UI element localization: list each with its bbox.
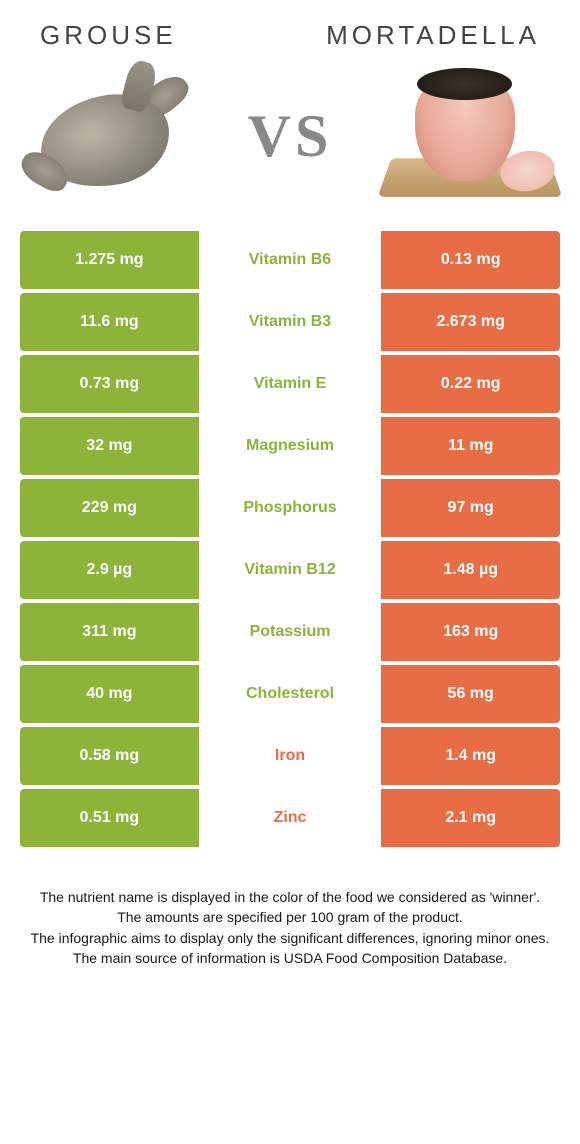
nutrient-name-cell: Potassium [201,603,380,661]
footer-line: The amounts are specified per 100 gram o… [20,907,560,927]
nutrient-name-cell: Magnesium [201,417,380,475]
nutrient-name-cell: Zinc [201,789,380,847]
comparison-table: 1.275 mgVitamin B60.13 mg11.6 mgVitamin … [20,231,560,847]
table-row: 229 mgPhosphorus97 mg [20,479,560,537]
vs-row: VS [0,61,580,231]
table-row: 311 mgPotassium163 mg [20,603,560,661]
left-value-cell: 229 mg [20,479,199,537]
grouse-image [20,66,200,206]
left-value-cell: 0.73 mg [20,355,199,413]
vs-label: VS [248,102,333,171]
table-row: 40 mgCholesterol56 mg [20,665,560,723]
left-value-cell: 2.9 µg [20,541,199,599]
left-value-cell: 40 mg [20,665,199,723]
nutrient-name-cell: Vitamin B12 [201,541,380,599]
footer-line: The main source of information is USDA F… [20,948,560,968]
nutrient-name-cell: Vitamin B6 [201,231,380,289]
right-value-cell: 0.22 mg [381,355,560,413]
right-value-cell: 2.673 mg [381,293,560,351]
footer-line: The nutrient name is displayed in the co… [20,887,560,907]
left-value-cell: 0.58 mg [20,727,199,785]
table-row: 2.9 µgVitamin B121.48 µg [20,541,560,599]
left-value-cell: 1.275 mg [20,231,199,289]
table-row: 32 mgMagnesium11 mg [20,417,560,475]
right-value-cell: 0.13 mg [381,231,560,289]
right-value-cell: 56 mg [381,665,560,723]
right-value-cell: 2.1 mg [381,789,560,847]
nutrient-name-cell: Phosphorus [201,479,380,537]
mortadella-image [380,66,560,206]
nutrient-name-cell: Iron [201,727,380,785]
nutrient-name-cell: Vitamin B3 [201,293,380,351]
right-value-cell: 1.48 µg [381,541,560,599]
right-value-cell: 163 mg [381,603,560,661]
table-row: 11.6 mgVitamin B32.673 mg [20,293,560,351]
nutrient-name-cell: Cholesterol [201,665,380,723]
header: Grouse Mortadella [0,0,580,61]
table-row: 1.275 mgVitamin B60.13 mg [20,231,560,289]
right-value-cell: 1.4 mg [381,727,560,785]
table-row: 0.58 mgIron1.4 mg [20,727,560,785]
left-value-cell: 11.6 mg [20,293,199,351]
right-value-cell: 11 mg [381,417,560,475]
left-value-cell: 32 mg [20,417,199,475]
right-value-cell: 97 mg [381,479,560,537]
nutrient-name-cell: Vitamin E [201,355,380,413]
footer-notes: The nutrient name is displayed in the co… [20,887,560,968]
table-row: 0.73 mgVitamin E0.22 mg [20,355,560,413]
footer-line: The infographic aims to display only the… [20,928,560,948]
left-food-title: Grouse [40,20,177,51]
left-value-cell: 0.51 mg [20,789,199,847]
left-value-cell: 311 mg [20,603,199,661]
right-food-title: Mortadella [326,20,540,51]
table-row: 0.51 mgZinc2.1 mg [20,789,560,847]
